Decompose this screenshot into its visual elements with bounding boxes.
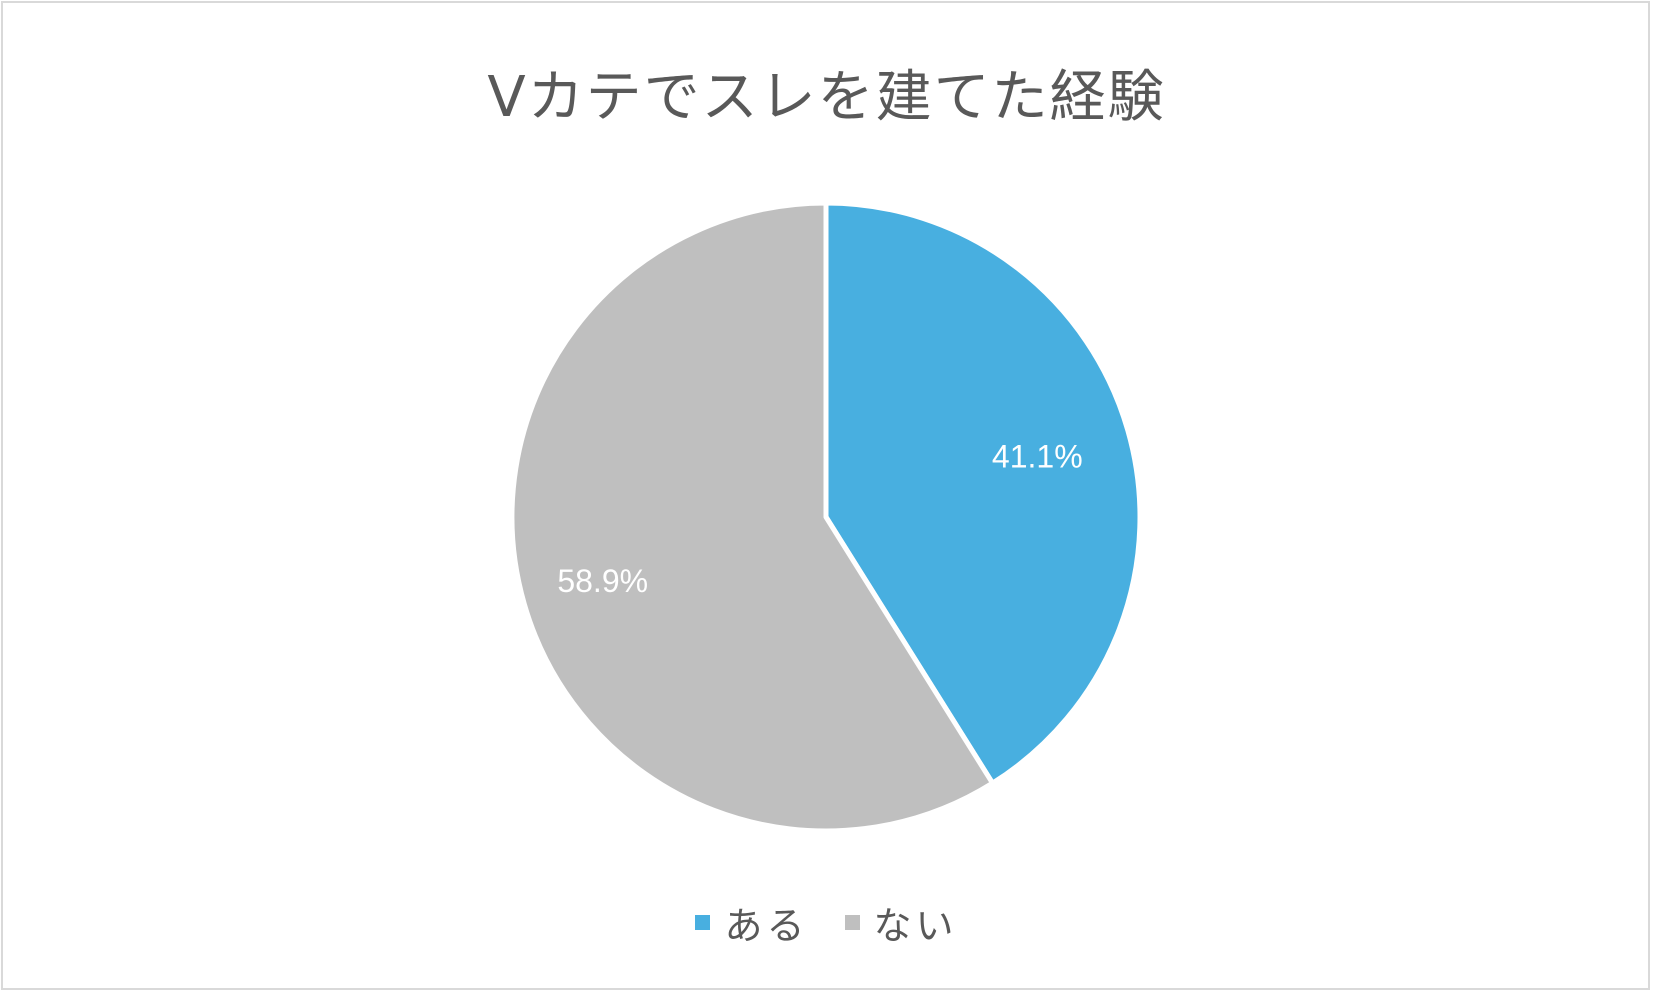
- chart-title: Vカテでスレを建てた経験: [487, 65, 1166, 130]
- data-label-nai: 58.9%: [557, 563, 648, 599]
- legend-label-nai: ない: [873, 903, 958, 948]
- legend-swatch-aru: [695, 914, 711, 930]
- legend-label-aru: ある: [724, 903, 809, 948]
- legend-swatch-nai: [844, 914, 860, 930]
- legend-item-nai: ない: [844, 895, 958, 950]
- pie-slice-nai: [509, 200, 996, 834]
- data-label-aru: 41.1%: [992, 438, 1083, 474]
- legend-item-aru: ある: [695, 895, 808, 950]
- legend: ある ない: [0, 895, 1653, 950]
